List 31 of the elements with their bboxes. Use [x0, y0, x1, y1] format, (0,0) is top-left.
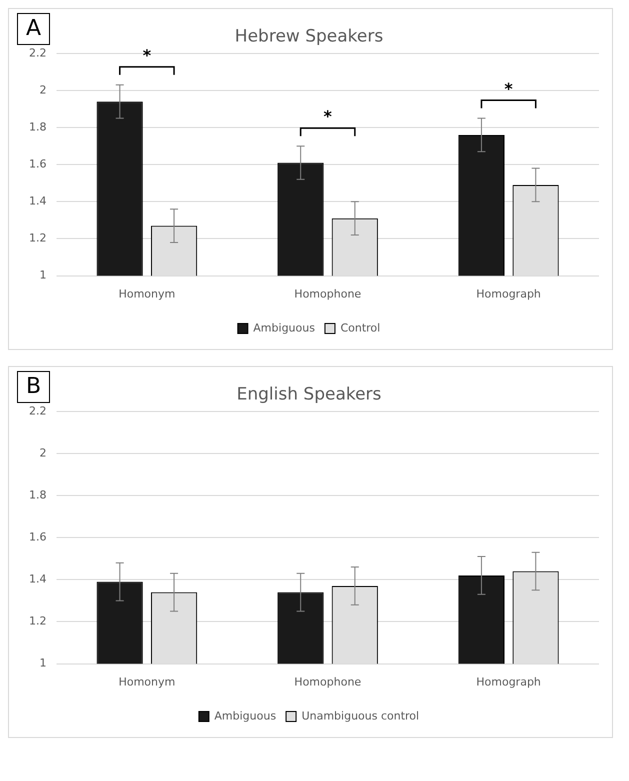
- annotation: *: [504, 79, 514, 98]
- annotation: *: [324, 107, 333, 126]
- y-tick-label: 1: [39, 656, 46, 670]
- y-tick-label: 2.2: [28, 46, 46, 60]
- y-tick-label: 1.2: [28, 232, 46, 245]
- y-tick-label: 1.8: [28, 120, 46, 134]
- y-tick-label: 1.6: [28, 157, 46, 170]
- text: B: [17, 371, 50, 403]
- text: A: [17, 13, 50, 45]
- legend-label: Unambiguous control: [302, 709, 420, 722]
- x-tick-label: Homograph: [476, 287, 541, 300]
- y-tick-label: 1.8: [28, 488, 46, 502]
- y-tick-label: 2.2: [28, 404, 46, 418]
- y-tick-label: 1.6: [28, 530, 46, 544]
- legend-label: Control: [340, 321, 380, 334]
- legend-label: Ambiguous: [253, 321, 316, 334]
- chart-title: Hebrew Speakers: [234, 26, 384, 47]
- x-tick-label: Homonym: [118, 675, 176, 688]
- legend-label: Ambiguous: [214, 709, 276, 722]
- y-tick-label: 1.2: [28, 614, 46, 628]
- chart-title: English Speakers: [236, 384, 382, 405]
- y-tick-label: 1.4: [28, 572, 46, 586]
- y-tick-label: 2: [39, 446, 46, 460]
- x-tick-label: Homophone: [294, 675, 362, 688]
- x-tick-label: Homograph: [476, 675, 541, 688]
- y-tick-label: 1: [39, 268, 46, 282]
- y-tick-label: 1.4: [28, 194, 46, 208]
- x-tick-label: Homonym: [118, 287, 176, 300]
- annotation: *: [142, 46, 152, 66]
- x-tick-label: Homophone: [294, 287, 362, 300]
- y-tick-label: 2: [39, 83, 46, 96]
